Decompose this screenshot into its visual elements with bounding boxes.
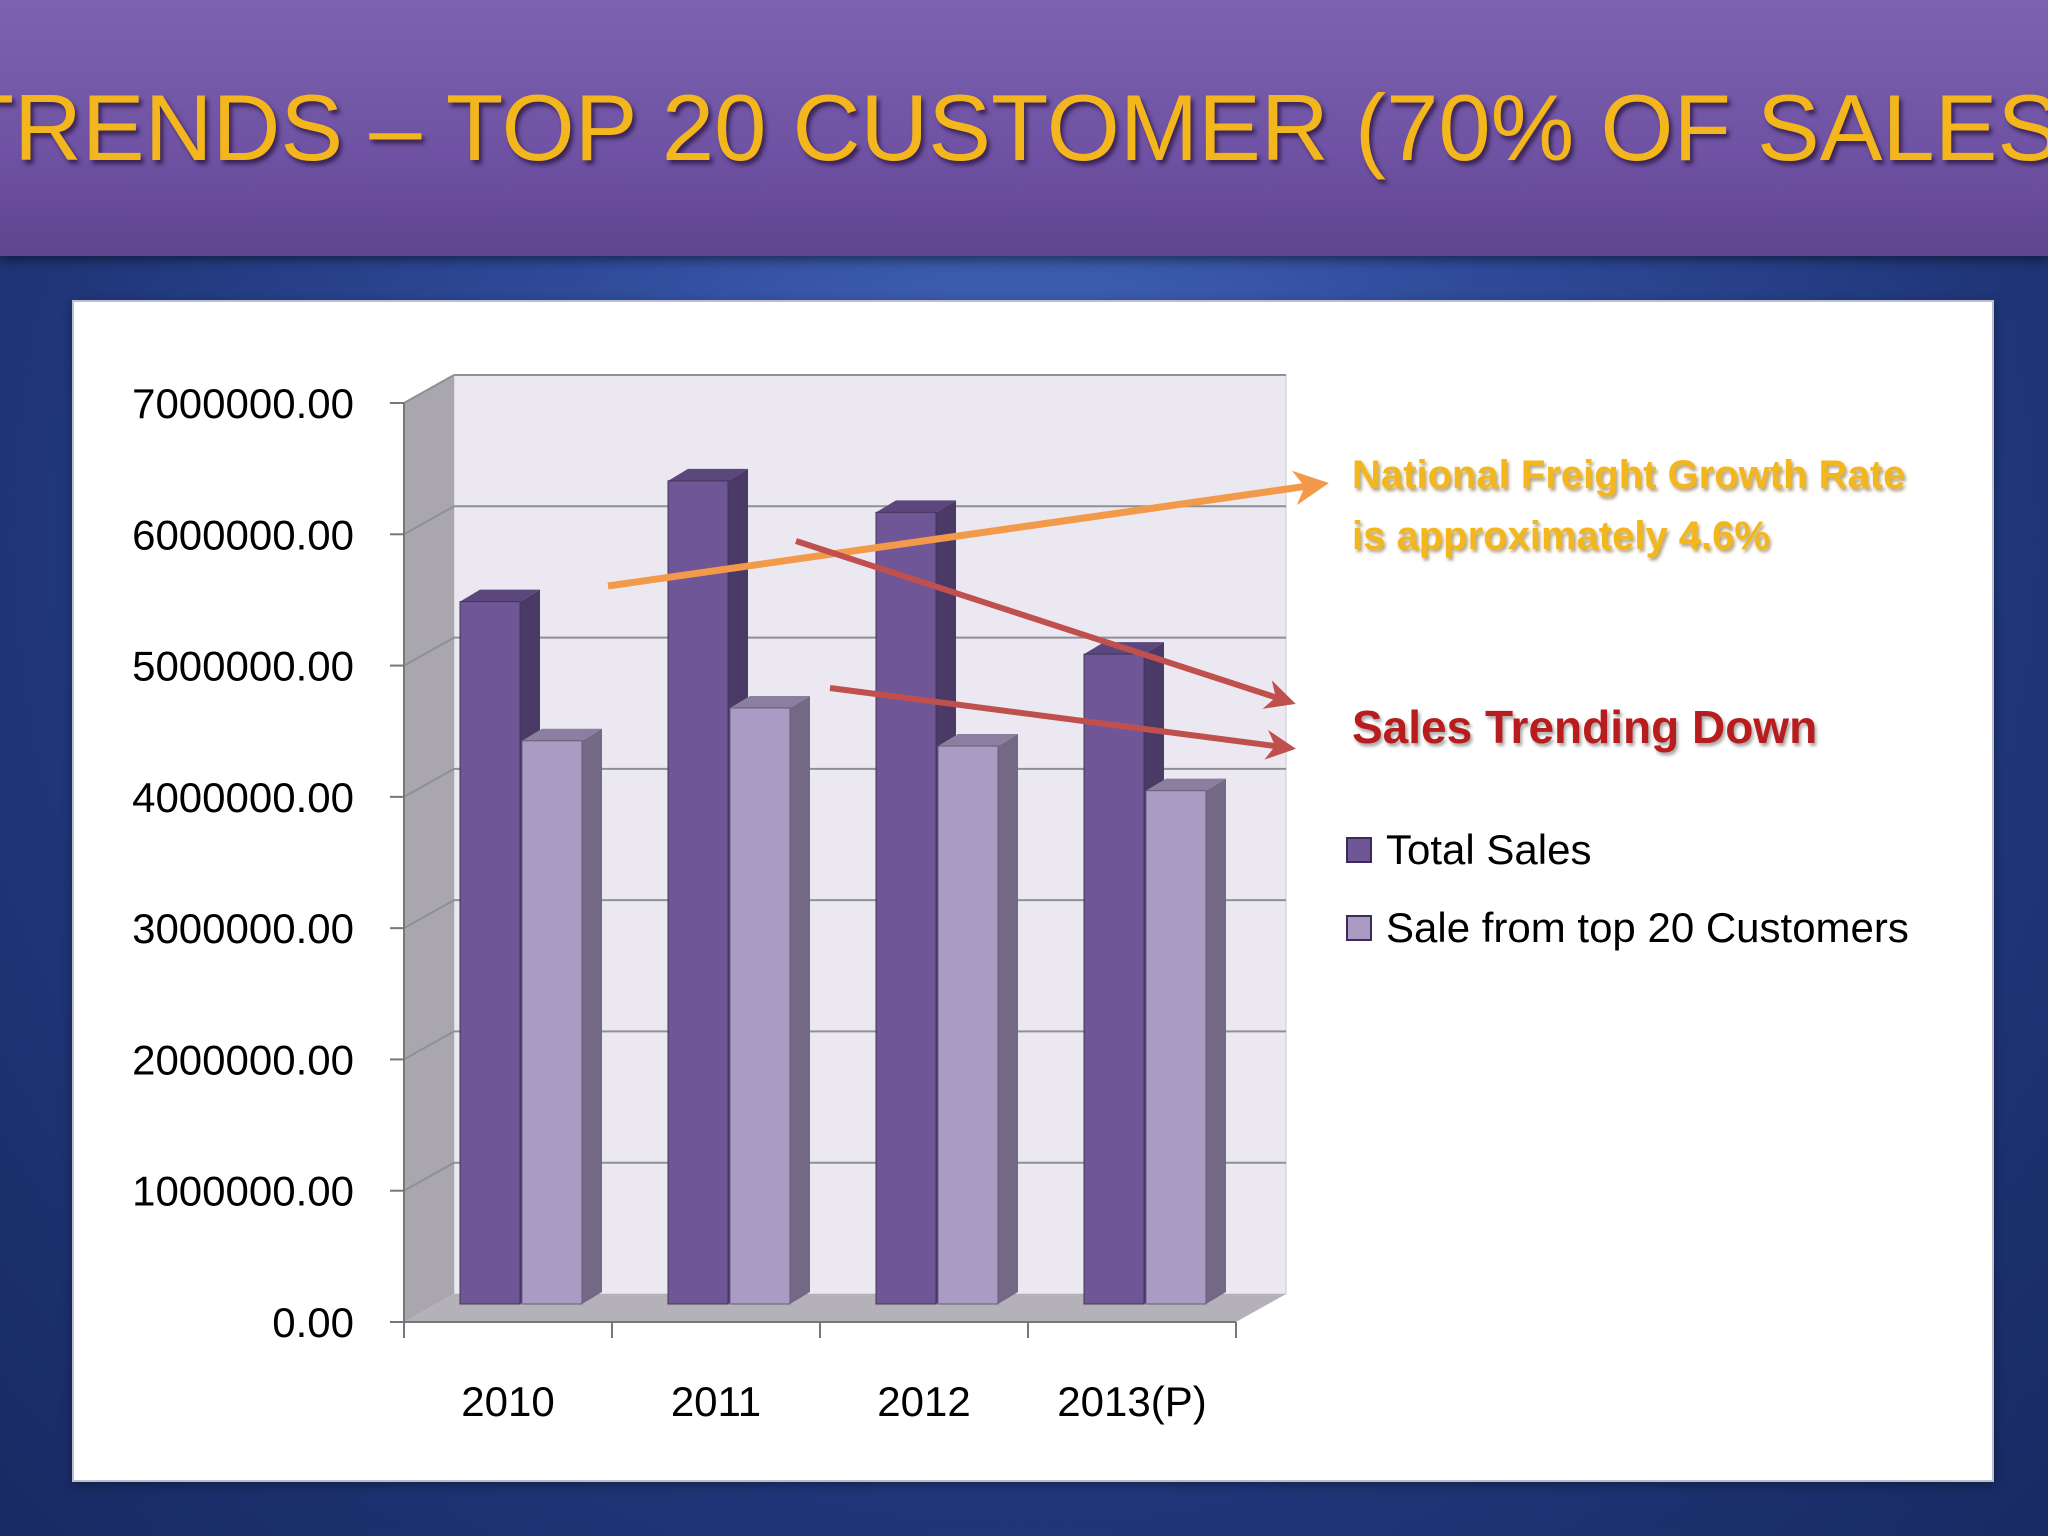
bar-side bbox=[790, 695, 810, 1304]
title-bar bbox=[0, 0, 2048, 256]
legend-swatch-top20 bbox=[1346, 915, 1372, 941]
chart-side-wall bbox=[404, 375, 454, 1322]
gridline-diagonal bbox=[403, 505, 455, 536]
gridline-diagonal bbox=[403, 374, 455, 404]
y-tick-label: 3000000.00 bbox=[132, 905, 354, 952]
gridline-diagonal bbox=[403, 636, 455, 667]
bar-top bbox=[460, 589, 540, 602]
slide-title: TRENDS – TOP 20 CUSTOMER (70% OF SALES) bbox=[0, 75, 2048, 180]
bar bbox=[729, 695, 810, 1305]
x-tick-label: 2011 bbox=[671, 1378, 761, 1425]
bar-top bbox=[1146, 778, 1226, 791]
y-tick-label: 1000000.00 bbox=[132, 1168, 354, 1215]
chart-floor bbox=[404, 1294, 1286, 1322]
bar-front bbox=[459, 601, 521, 1305]
gridline-diagonal bbox=[403, 1161, 455, 1192]
trend-annotation: Sales Trending Down bbox=[1352, 701, 1818, 753]
y-axis: 0.00 1000000.00 2000000.00 3000000.00 400000… bbox=[132, 380, 1236, 1346]
annotation-arrows bbox=[607, 470, 1329, 760]
bar-top bbox=[876, 500, 956, 513]
bar-top bbox=[522, 728, 602, 741]
x-tick-label: 2013(P) bbox=[1057, 1378, 1206, 1425]
legend-item-total-sales: Total Sales bbox=[1346, 826, 1591, 874]
bar-front bbox=[521, 740, 583, 1305]
chart-walls bbox=[404, 374, 1287, 1322]
bar-side bbox=[1206, 778, 1226, 1304]
legend-label-total-sales: Total Sales bbox=[1386, 826, 1592, 873]
legend-label-top20: Sale from top 20 Customers bbox=[1386, 904, 1909, 951]
legend-swatch-total-sales bbox=[1346, 837, 1372, 863]
trend-arrow-lower bbox=[829, 685, 1296, 760]
y-tick-label: 6000000.00 bbox=[132, 511, 354, 558]
y-tick-label: 0.00 bbox=[272, 1299, 354, 1346]
y-tick-label: 5000000.00 bbox=[132, 643, 354, 690]
bar-front bbox=[875, 511, 937, 1305]
bar-front bbox=[1145, 790, 1207, 1305]
bar-front bbox=[937, 745, 999, 1305]
bar-side bbox=[582, 728, 602, 1304]
growth-arrow bbox=[607, 470, 1329, 590]
gridline-diagonal bbox=[403, 1030, 455, 1061]
x-tick-label: 2010 bbox=[461, 1378, 554, 1425]
bar-top bbox=[668, 468, 748, 481]
bar-top bbox=[730, 695, 810, 708]
legend-item-top20: Sale from top 20 Customers bbox=[1346, 904, 1909, 952]
y-tick-label: 7000000.00 bbox=[132, 380, 354, 427]
y-tick-label: 4000000.00 bbox=[132, 774, 354, 821]
bar bbox=[521, 728, 602, 1305]
growth-annotation: National Freight Growth Rate is approxim… bbox=[1352, 453, 1906, 558]
bar-front bbox=[729, 707, 791, 1305]
bar-top bbox=[938, 734, 1018, 747]
bar-front bbox=[667, 480, 729, 1305]
chart-bars bbox=[459, 468, 1226, 1305]
x-axis: 2010 2011 2012 2013(P) bbox=[403, 1322, 1237, 1425]
trend-arrow-upper bbox=[795, 538, 1296, 709]
bar-side bbox=[998, 734, 1018, 1304]
x-tick-label: 2012 bbox=[877, 1378, 970, 1425]
bar bbox=[1145, 778, 1226, 1305]
y-tick-label: 2000000.00 bbox=[132, 1036, 354, 1083]
bar bbox=[937, 734, 1018, 1305]
bar-front bbox=[1083, 653, 1145, 1305]
gridline-diagonal bbox=[403, 899, 455, 930]
gridline-diagonal bbox=[403, 767, 455, 798]
